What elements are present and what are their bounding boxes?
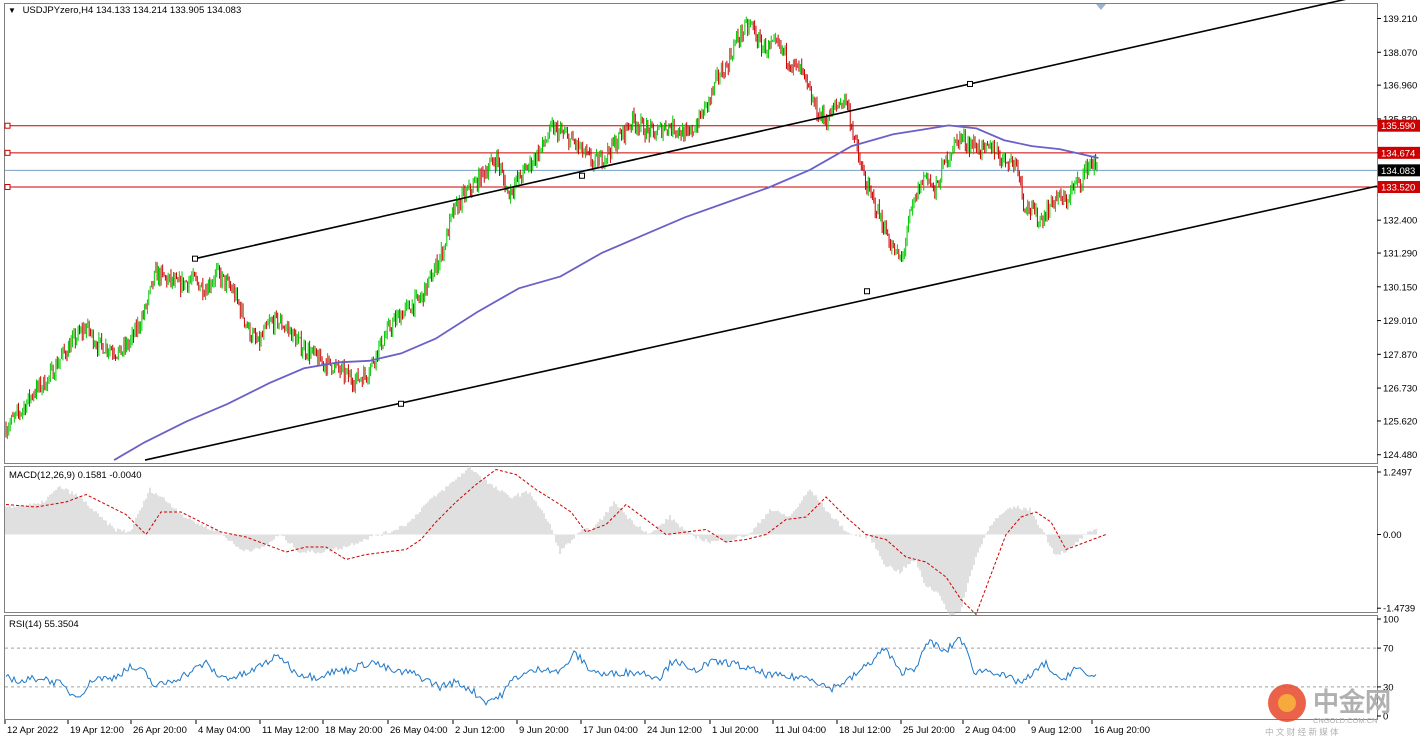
price-layer	[4, 0, 1378, 461]
price-tick-label-7: 131.290	[1383, 249, 1417, 260]
level-label-bg-1	[1378, 119, 1420, 132]
main-panel-frame	[4, 3, 1378, 464]
time-tick-label-12: 11 Jul 04:00	[775, 725, 826, 736]
time-tick-label-14: 25 Jul 20:00	[903, 725, 955, 736]
axis-layer: 139.210138.070136.960135.820134.674133.5…	[4, 14, 1420, 736]
time-tick-label-11: 1 Jul 20:00	[712, 725, 758, 736]
current-price-label: 134.083	[1381, 166, 1415, 177]
time-tick-label-9: 17 Jun 04:00	[583, 725, 638, 736]
macd-panel-frame	[4, 466, 1378, 613]
moving-average-line	[113, 124, 1099, 461]
price-tick-label-6: 132.400	[1383, 216, 1417, 227]
chart-header: ▼ USDJPYzero,H4 134.133 134.214 133.905 …	[8, 5, 241, 16]
price-tick-label-8: 130.150	[1383, 282, 1417, 293]
time-tick-label-1: 19 Apr 12:00	[70, 725, 124, 736]
time-tick-label-15: 2 Aug 04:00	[965, 725, 1016, 736]
price-tick-label-2: 136.960	[1383, 81, 1417, 92]
watermark-logo-icon: 中金网 CNGOLD.COM.CN 中 文 财 经 新 媒 体	[1265, 684, 1391, 737]
rsi-tick-label-2: 30	[1383, 682, 1394, 693]
time-tick-label-16: 9 Aug 12:00	[1031, 725, 1082, 736]
lower-channel-handle-2	[864, 288, 870, 295]
level-label-2: 134.674	[1381, 148, 1415, 159]
macd-tick-label-1: 0.00	[1383, 530, 1402, 541]
ohlc-values: 134.133 134.214 133.905 134.083	[95, 5, 242, 16]
lower-channel-handle-1	[398, 400, 404, 407]
price-tick-label-9: 129.010	[1383, 316, 1417, 327]
rsi-layer	[5, 636, 1377, 706]
svg-text:中 文 财 经 新 媒 体: 中 文 财 经 新 媒 体	[1265, 727, 1339, 737]
time-tick-label-7: 2 Jun 12:00	[455, 725, 505, 736]
rsi-label: RSI(14) 55.3504	[9, 619, 79, 630]
upper-channel-handle-2	[579, 172, 585, 179]
price-tick-label-1: 138.070	[1383, 48, 1417, 59]
symbol-label: USDJPYzero,H4	[22, 5, 94, 16]
level-label-bg-3	[1378, 181, 1420, 194]
time-tick-label-3: 4 May 04:00	[198, 725, 250, 736]
time-tick-label-13: 18 Jul 12:00	[839, 725, 891, 736]
svg-text:中金网: 中金网	[1313, 687, 1391, 717]
time-tick-label-4: 11 May 12:00	[262, 725, 319, 736]
time-tick-label-17: 16 Aug 20:00	[1094, 725, 1150, 736]
rsi-tick-label-0: 100	[1383, 615, 1399, 626]
time-tick-label-6: 26 May 04:00	[390, 725, 448, 736]
time-tick-label-10: 24 Jun 12:00	[647, 725, 702, 736]
price-tick-label-10: 127.870	[1383, 350, 1417, 361]
watermark: 中金网 CNGOLD.COM.CN 中 文 财 经 新 媒 体	[1265, 677, 1415, 737]
level-label-1: 135.590	[1381, 121, 1415, 132]
rsi-tick-label-3: 0	[1383, 712, 1388, 723]
lower-channel-line	[144, 185, 1378, 461]
level-handle-2	[4, 149, 11, 156]
scroll-marker-icon[interactable]	[1096, 4, 1106, 10]
dropdown-triangle-icon[interactable]: ▼	[8, 6, 16, 15]
price-tick-label-11: 126.730	[1383, 384, 1417, 395]
time-tick-label-8: 9 Jun 20:00	[519, 725, 569, 736]
level-handle-1	[4, 122, 11, 129]
level-label-bg-2	[1378, 146, 1420, 159]
rsi-panel-frame	[4, 615, 1378, 720]
time-tick-label-0: 12 Apr 2022	[7, 725, 58, 736]
upper-channel-handle-3	[967, 80, 973, 87]
macd-tick-label-2: -1.4739	[1383, 604, 1415, 615]
price-tick-label-13: 124.480	[1383, 450, 1417, 461]
level-handle-3	[4, 184, 11, 191]
svg-text:CNGOLD.COM.CN: CNGOLD.COM.CN	[1313, 716, 1378, 725]
upper-channel-handle-1	[192, 255, 198, 262]
macd-layer	[5, 465, 1107, 617]
current-price-label-bg	[1378, 164, 1420, 177]
macd-tick-label-0: 1.2497	[1383, 468, 1412, 479]
time-tick-label-5: 18 May 20:00	[325, 725, 383, 736]
rsi-line	[5, 636, 1097, 706]
upper-channel-line	[194, 0, 1347, 260]
price-tick-label-0: 139.210	[1383, 14, 1417, 25]
macd-signal-line	[5, 468, 1107, 616]
level-label-3: 133.520	[1381, 183, 1415, 194]
price-tick-label-12: 125.620	[1383, 416, 1417, 427]
macd-label: MACD(12,26,9) 0.1581 -0.0040	[9, 470, 142, 481]
time-tick-label-2: 26 Apr 20:00	[133, 725, 187, 736]
rsi-tick-label-1: 70	[1383, 644, 1394, 655]
